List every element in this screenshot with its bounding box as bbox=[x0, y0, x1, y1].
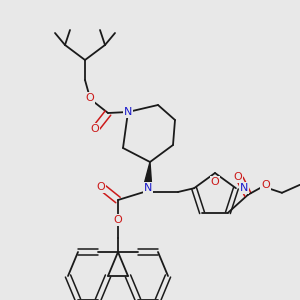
Text: N: N bbox=[124, 107, 132, 117]
Polygon shape bbox=[145, 162, 152, 183]
Text: O: O bbox=[97, 182, 105, 192]
Text: O: O bbox=[85, 93, 94, 103]
Text: O: O bbox=[262, 180, 270, 190]
Text: O: O bbox=[114, 215, 122, 225]
Text: O: O bbox=[234, 172, 242, 182]
Text: N: N bbox=[144, 183, 152, 193]
Text: O: O bbox=[91, 124, 99, 134]
Text: N: N bbox=[240, 183, 248, 193]
Text: O: O bbox=[211, 177, 219, 187]
